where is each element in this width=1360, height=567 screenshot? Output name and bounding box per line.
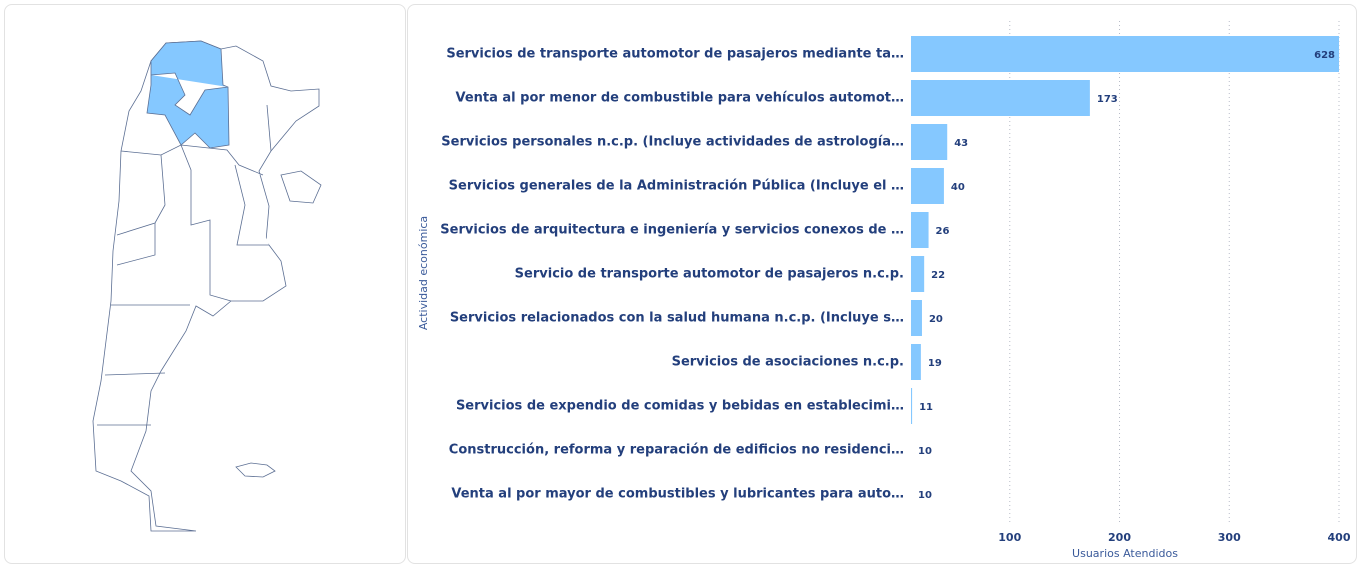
bar	[911, 124, 948, 160]
value-label: 628	[1314, 50, 1335, 61]
category-label: Servicios relacionados con la salud huma…	[450, 311, 904, 326]
category-label: Servicio de transporte automotor de pasa…	[515, 267, 904, 282]
category-label: Servicios generales de la Administración…	[449, 179, 904, 194]
x-axis-title: Usuarios Atendidos	[1072, 547, 1178, 560]
province-lines	[234, 164, 269, 246]
province-lines	[104, 372, 166, 376]
province-lines	[116, 223, 156, 266]
bar	[911, 36, 1339, 72]
bar	[911, 256, 925, 292]
bar	[911, 80, 1090, 116]
bar	[911, 344, 921, 380]
chart-panel: Actividad económica Usuarios Atendidos 1…	[407, 4, 1357, 564]
category-label: Venta al por mayor de combustibles y lub…	[451, 487, 904, 502]
bar	[911, 300, 922, 336]
chart: Actividad económica Usuarios Atendidos 1…	[417, 21, 1351, 560]
value-label: 10	[918, 490, 932, 501]
island	[280, 170, 322, 204]
value-label: 40	[951, 182, 965, 193]
category-label: Servicios personales n.c.p. (Incluye act…	[441, 135, 904, 150]
value-label: 173	[1097, 94, 1118, 105]
bar	[911, 212, 929, 248]
category-label: Venta al por menor de combustible para v…	[455, 91, 904, 106]
province-lines	[180, 144, 232, 302]
category-label: Servicios de expendio de comidas y bebid…	[456, 399, 904, 414]
value-label: 43	[954, 138, 968, 149]
category-label: Construcción, reforma y reparación de ed…	[449, 443, 904, 458]
value-label: 26	[936, 226, 950, 237]
bars	[911, 36, 1339, 424]
value-label: 22	[931, 270, 945, 281]
value-label: 11	[919, 402, 933, 413]
province-lines	[266, 104, 272, 152]
bar	[911, 168, 944, 204]
value-label: 19	[928, 358, 942, 369]
category-label: Servicios de arquitectura e ingeniería y…	[440, 223, 904, 238]
islands	[235, 462, 276, 478]
x-tick-label: 100	[998, 531, 1021, 544]
province-lines	[120, 144, 264, 176]
map	[92, 40, 322, 532]
province-lines	[150, 72, 229, 116]
y-axis-title: Actividad económica	[417, 216, 430, 330]
map-panel	[4, 4, 406, 564]
category-label: Servicios de transporte automotor de pas…	[446, 47, 904, 62]
x-tick-label: 200	[1108, 531, 1131, 544]
category-label: Servicios de asociaciones n.c.p.	[672, 355, 904, 370]
x-tick-label: 300	[1218, 531, 1241, 544]
value-label: 20	[929, 314, 943, 325]
x-tick-label: 400	[1328, 531, 1351, 544]
value-label: 10	[918, 446, 932, 457]
country-outline	[92, 40, 320, 532]
bar	[911, 388, 913, 424]
province-lines	[116, 154, 166, 236]
